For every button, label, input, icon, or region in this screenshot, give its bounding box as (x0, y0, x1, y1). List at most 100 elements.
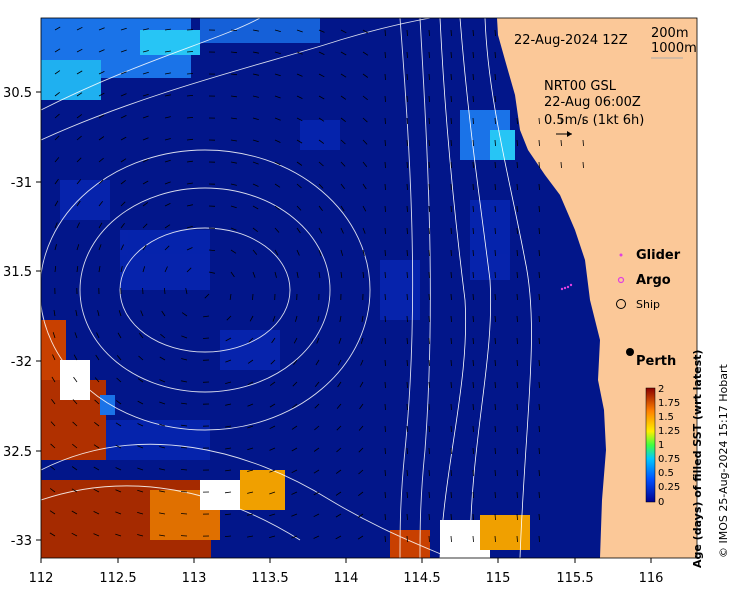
current-vector (274, 95, 281, 99)
current-vector (296, 227, 301, 234)
current-vector (98, 92, 105, 97)
current-vector (516, 513, 518, 521)
current-vector (339, 315, 342, 322)
current-vector (406, 29, 408, 37)
current-vector (318, 117, 325, 122)
current-vector (164, 138, 171, 141)
current-vector (269, 513, 276, 517)
current-vector (340, 117, 346, 123)
current-vector (428, 73, 430, 81)
current-vector (120, 93, 127, 97)
current-vector (252, 117, 259, 120)
current-vector (335, 491, 342, 496)
current-vector (159, 490, 166, 493)
current-vector (538, 447, 540, 455)
current-vector (252, 95, 259, 98)
current-vector (450, 359, 452, 367)
current-vector (98, 266, 101, 273)
current-vector (362, 205, 367, 212)
current-vector (291, 513, 298, 517)
current-vector (472, 205, 474, 213)
current-vector (230, 271, 235, 278)
current-vector (181, 424, 188, 427)
current-vector (494, 469, 496, 477)
date-label: 22-Aug-2024 12Z (514, 33, 628, 48)
current-vector (116, 377, 122, 383)
current-vector (72, 421, 78, 427)
current-vector (340, 227, 344, 234)
current-vector (50, 465, 56, 471)
current-vector (450, 95, 452, 103)
current-vector (313, 513, 320, 518)
current-vector (406, 337, 408, 345)
current-vector (142, 28, 149, 31)
current-vector (97, 310, 100, 317)
current-vector (120, 158, 127, 163)
current-vector (494, 491, 496, 499)
current-vector (358, 425, 364, 431)
current-vector (494, 271, 496, 279)
legend: Glider Argo Ship (616, 248, 681, 311)
current-vector (335, 535, 342, 540)
current-vector (186, 138, 194, 141)
current-vector (49, 532, 56, 537)
current-vector (137, 378, 144, 383)
current-vector (164, 224, 171, 229)
current-vector (230, 139, 237, 142)
current-vector (269, 491, 276, 495)
current-vector (274, 51, 281, 55)
current-vector (94, 377, 100, 383)
current-vector (516, 183, 518, 191)
current-vector (318, 249, 322, 256)
current-vector (252, 183, 259, 187)
current-vector (120, 27, 127, 31)
current-vector (71, 488, 78, 493)
current-vector (494, 293, 496, 301)
current-vector (115, 467, 122, 471)
current-vector (582, 161, 584, 169)
current-vector (270, 359, 276, 365)
current-vector (450, 161, 452, 169)
current-vector (516, 359, 518, 367)
current-vector (230, 73, 238, 76)
current-vector (494, 425, 496, 433)
current-vector (95, 354, 100, 361)
current-vector (49, 488, 56, 493)
current-vector (204, 293, 210, 299)
warm-patches (41, 320, 530, 558)
current-vector (76, 70, 83, 75)
product-label: NRT00 GSL (544, 79, 617, 94)
current-vector (247, 469, 254, 472)
current-vector (494, 249, 496, 257)
current-vector (362, 29, 369, 34)
current-vector (164, 72, 171, 75)
current-vector (428, 29, 430, 37)
current-vector (252, 51, 259, 54)
current-vector (296, 183, 302, 189)
current-vector (340, 29, 347, 34)
current-vector (54, 26, 61, 31)
colorbar-title: Age (days) of filled SST (wrt latest) (691, 350, 704, 568)
current-vector (494, 95, 496, 103)
current-vector (295, 315, 298, 322)
current-vector (538, 469, 540, 477)
current-vector (225, 425, 232, 428)
current-vector (318, 73, 325, 78)
current-vector (472, 491, 474, 499)
x-tick-label: 112 (29, 571, 54, 586)
current-vector (428, 513, 430, 521)
current-vector (186, 73, 194, 75)
current-vector (472, 29, 474, 37)
current-vector (159, 512, 166, 515)
contour-1000m-label: 1000m (651, 41, 697, 56)
current-vector (142, 137, 149, 141)
current-vector (293, 359, 298, 366)
current-vector (428, 117, 430, 125)
current-vector (274, 271, 277, 278)
legend-glider: Glider (636, 248, 681, 263)
current-vector (428, 425, 430, 433)
current-vector (252, 271, 256, 278)
current-vector (225, 403, 232, 406)
current-vector (313, 469, 320, 474)
y-tick-label: 30.5 (3, 86, 32, 101)
